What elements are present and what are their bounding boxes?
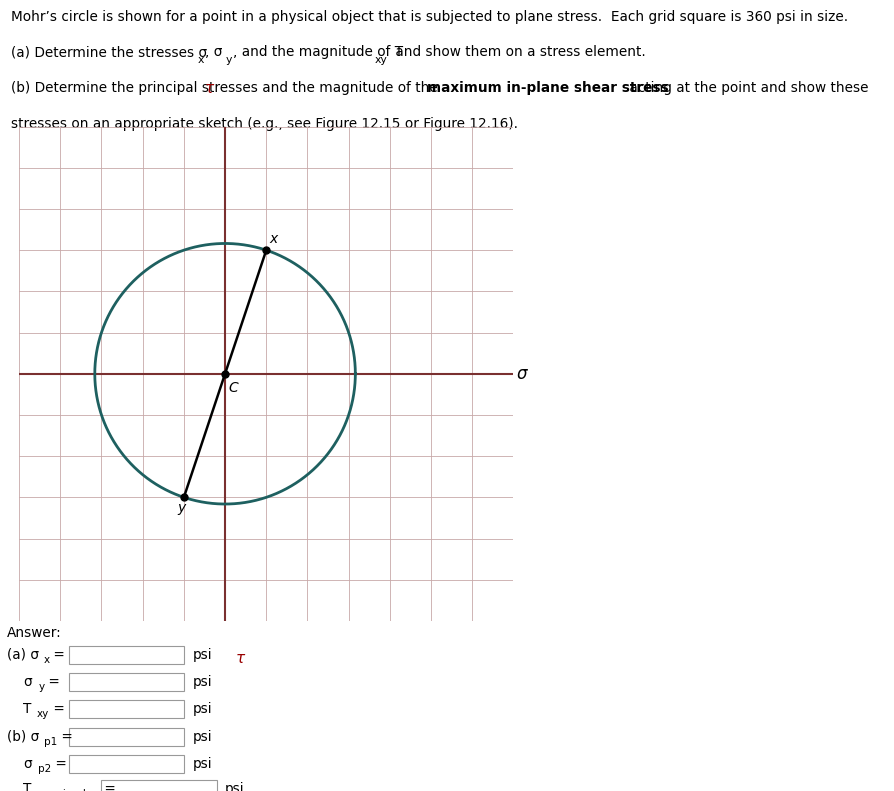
- Text: psi: psi: [192, 757, 212, 770]
- Text: (a) σ: (a) σ: [7, 648, 39, 662]
- FancyBboxPatch shape: [69, 728, 184, 745]
- Text: stresses on an appropriate sketch (e.g., see Figure 12.15 or Figure 12.16).: stresses on an appropriate sketch (e.g.,…: [11, 116, 517, 131]
- Text: (a) Determine the stresses σ: (a) Determine the stresses σ: [11, 45, 207, 59]
- Text: max in-plane: max in-plane: [37, 789, 105, 791]
- Text: T: T: [23, 782, 31, 791]
- Text: , and the magnitude of T: , and the magnitude of T: [232, 45, 402, 59]
- Text: =: =: [99, 782, 115, 791]
- FancyBboxPatch shape: [69, 646, 184, 664]
- Text: p1: p1: [44, 736, 57, 747]
- Text: p2: p2: [38, 764, 52, 774]
- Text: x: x: [198, 55, 204, 65]
- Text: σ: σ: [23, 676, 32, 689]
- Text: y: y: [38, 683, 45, 692]
- Text: psi: psi: [192, 729, 212, 744]
- Text: =: =: [56, 729, 72, 744]
- Text: Answer:: Answer:: [7, 626, 62, 640]
- Text: y: y: [225, 55, 232, 65]
- Text: T: T: [23, 702, 31, 717]
- Text: psi: psi: [192, 676, 212, 689]
- Text: τ: τ: [236, 652, 245, 667]
- Text: xy: xy: [37, 710, 49, 720]
- Text: σ: σ: [23, 757, 32, 770]
- Text: (b) Determine the principal stresses and the magnitude of the: (b) Determine the principal stresses and…: [11, 81, 442, 95]
- Text: maximum in-plane shear stress: maximum in-plane shear stress: [427, 81, 668, 95]
- Text: x: x: [269, 232, 277, 245]
- Text: y: y: [177, 501, 185, 515]
- Text: and show them on a stress element.: and show them on a stress element.: [390, 45, 645, 59]
- Text: acting at the point and show these: acting at the point and show these: [624, 81, 867, 95]
- Text: psi: psi: [192, 702, 212, 717]
- FancyBboxPatch shape: [101, 781, 216, 791]
- Text: psi: psi: [224, 782, 244, 791]
- Text: xy: xy: [375, 55, 387, 65]
- Text: =: =: [49, 702, 65, 717]
- Text: x: x: [44, 655, 50, 665]
- Text: (b) σ: (b) σ: [7, 729, 39, 744]
- FancyBboxPatch shape: [69, 673, 184, 691]
- Text: =: =: [49, 648, 65, 662]
- Text: =: =: [44, 676, 60, 689]
- Text: σ: σ: [517, 365, 527, 383]
- Text: τ: τ: [205, 81, 214, 96]
- Text: psi: psi: [192, 648, 212, 662]
- Text: Mohr’s circle is shown for a point in a physical object that is subjected to pla: Mohr’s circle is shown for a point in a …: [11, 9, 847, 24]
- Text: C: C: [228, 380, 238, 395]
- Text: , σ: , σ: [206, 45, 223, 59]
- FancyBboxPatch shape: [69, 755, 184, 773]
- FancyBboxPatch shape: [69, 701, 184, 718]
- Text: =: =: [51, 757, 67, 770]
